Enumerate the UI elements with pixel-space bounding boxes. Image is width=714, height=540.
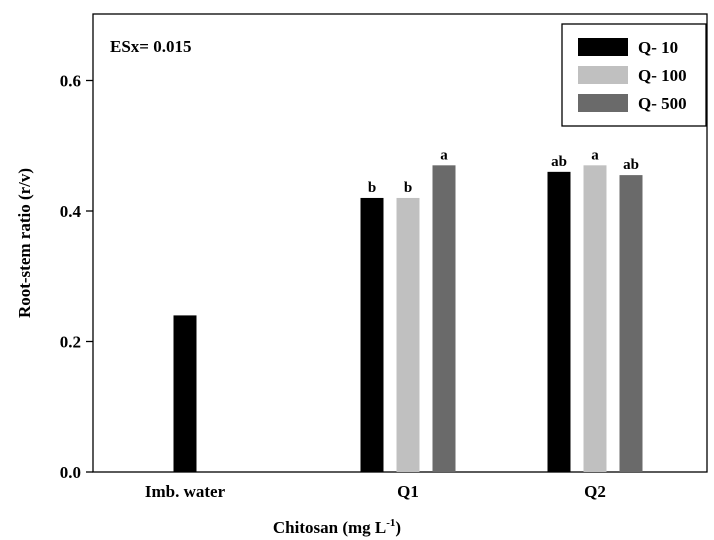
significance-label: ab	[551, 154, 567, 170]
bar-q2-series-2	[583, 165, 607, 472]
bar-q1-series-1	[360, 197, 384, 472]
x-category-label: Q2	[584, 482, 606, 501]
legend-swatch	[578, 38, 628, 56]
x-axis-title-close: )	[395, 518, 401, 537]
x-axis-title-sup: -1	[386, 517, 395, 529]
y-axis-ticks: 0.0 0.2 0.4 0.6	[60, 72, 93, 482]
bar-q2-series-3	[619, 175, 643, 473]
category-labels: Imb. water Q1 Q2	[145, 482, 606, 501]
bars-group: b b a ab a ab	[173, 147, 643, 473]
significance-label: a	[591, 147, 599, 163]
x-category-label: Imb. water	[145, 482, 226, 501]
x-category-label: Q1	[397, 482, 419, 501]
y-tick-label: 0.2	[60, 333, 81, 352]
legend-label: Q- 10	[638, 38, 678, 57]
y-tick-label: 0.6	[60, 72, 81, 91]
bar-q1-series-3	[432, 165, 456, 472]
legend-label: Q- 500	[638, 94, 687, 113]
legend-swatch	[578, 94, 628, 112]
significance-label: b	[368, 180, 376, 196]
y-axis-title: Root-stem ratio (r/v)	[15, 168, 34, 318]
y-tick-label: 0.0	[60, 463, 81, 482]
significance-label: a	[440, 147, 448, 163]
bar-imb-water-series-1	[173, 315, 197, 472]
significance-label: ab	[623, 157, 639, 173]
legend-label: Q- 100	[638, 66, 687, 85]
annotation-esx: ESx= 0.015	[110, 37, 191, 56]
legend: Q- 10 Q- 100 Q- 500	[561, 23, 707, 127]
bar-q1-series-2	[396, 197, 420, 472]
x-axis-title: Chitosan (mg L-1)	[273, 517, 401, 537]
bar-q2-series-1	[547, 171, 571, 472]
x-axis-title-main: Chitosan (mg L	[273, 518, 386, 537]
significance-label: b	[404, 180, 412, 196]
legend-swatch	[578, 66, 628, 84]
y-tick-label: 0.4	[60, 202, 82, 221]
